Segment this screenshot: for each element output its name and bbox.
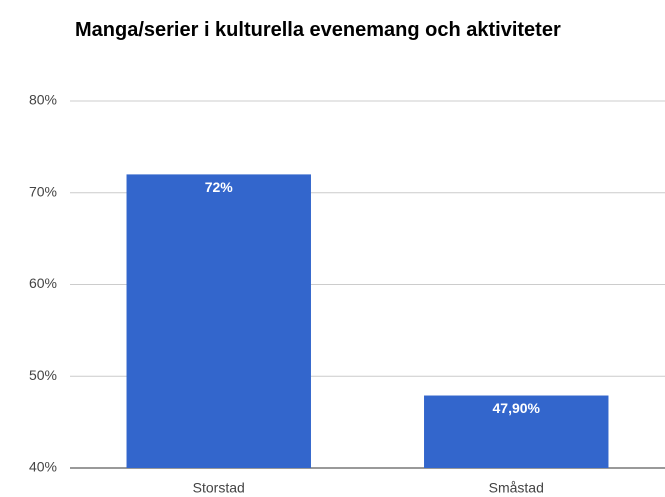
- bar: [126, 174, 311, 468]
- x-tick-label: Småstad: [489, 480, 544, 496]
- y-tick-label: 50%: [29, 367, 57, 383]
- x-tick-label: Storstad: [193, 480, 245, 496]
- y-tick-label: 80%: [29, 92, 57, 108]
- bar: [424, 395, 609, 468]
- value-label: 72%: [205, 179, 234, 195]
- chart-title: Manga/serier i kulturella evenemang och …: [75, 19, 561, 41]
- y-tick-label: 40%: [29, 459, 57, 475]
- y-tick-label: 70%: [29, 183, 57, 199]
- y-tick-label: 60%: [29, 275, 57, 291]
- value-label: 47,90%: [493, 400, 541, 416]
